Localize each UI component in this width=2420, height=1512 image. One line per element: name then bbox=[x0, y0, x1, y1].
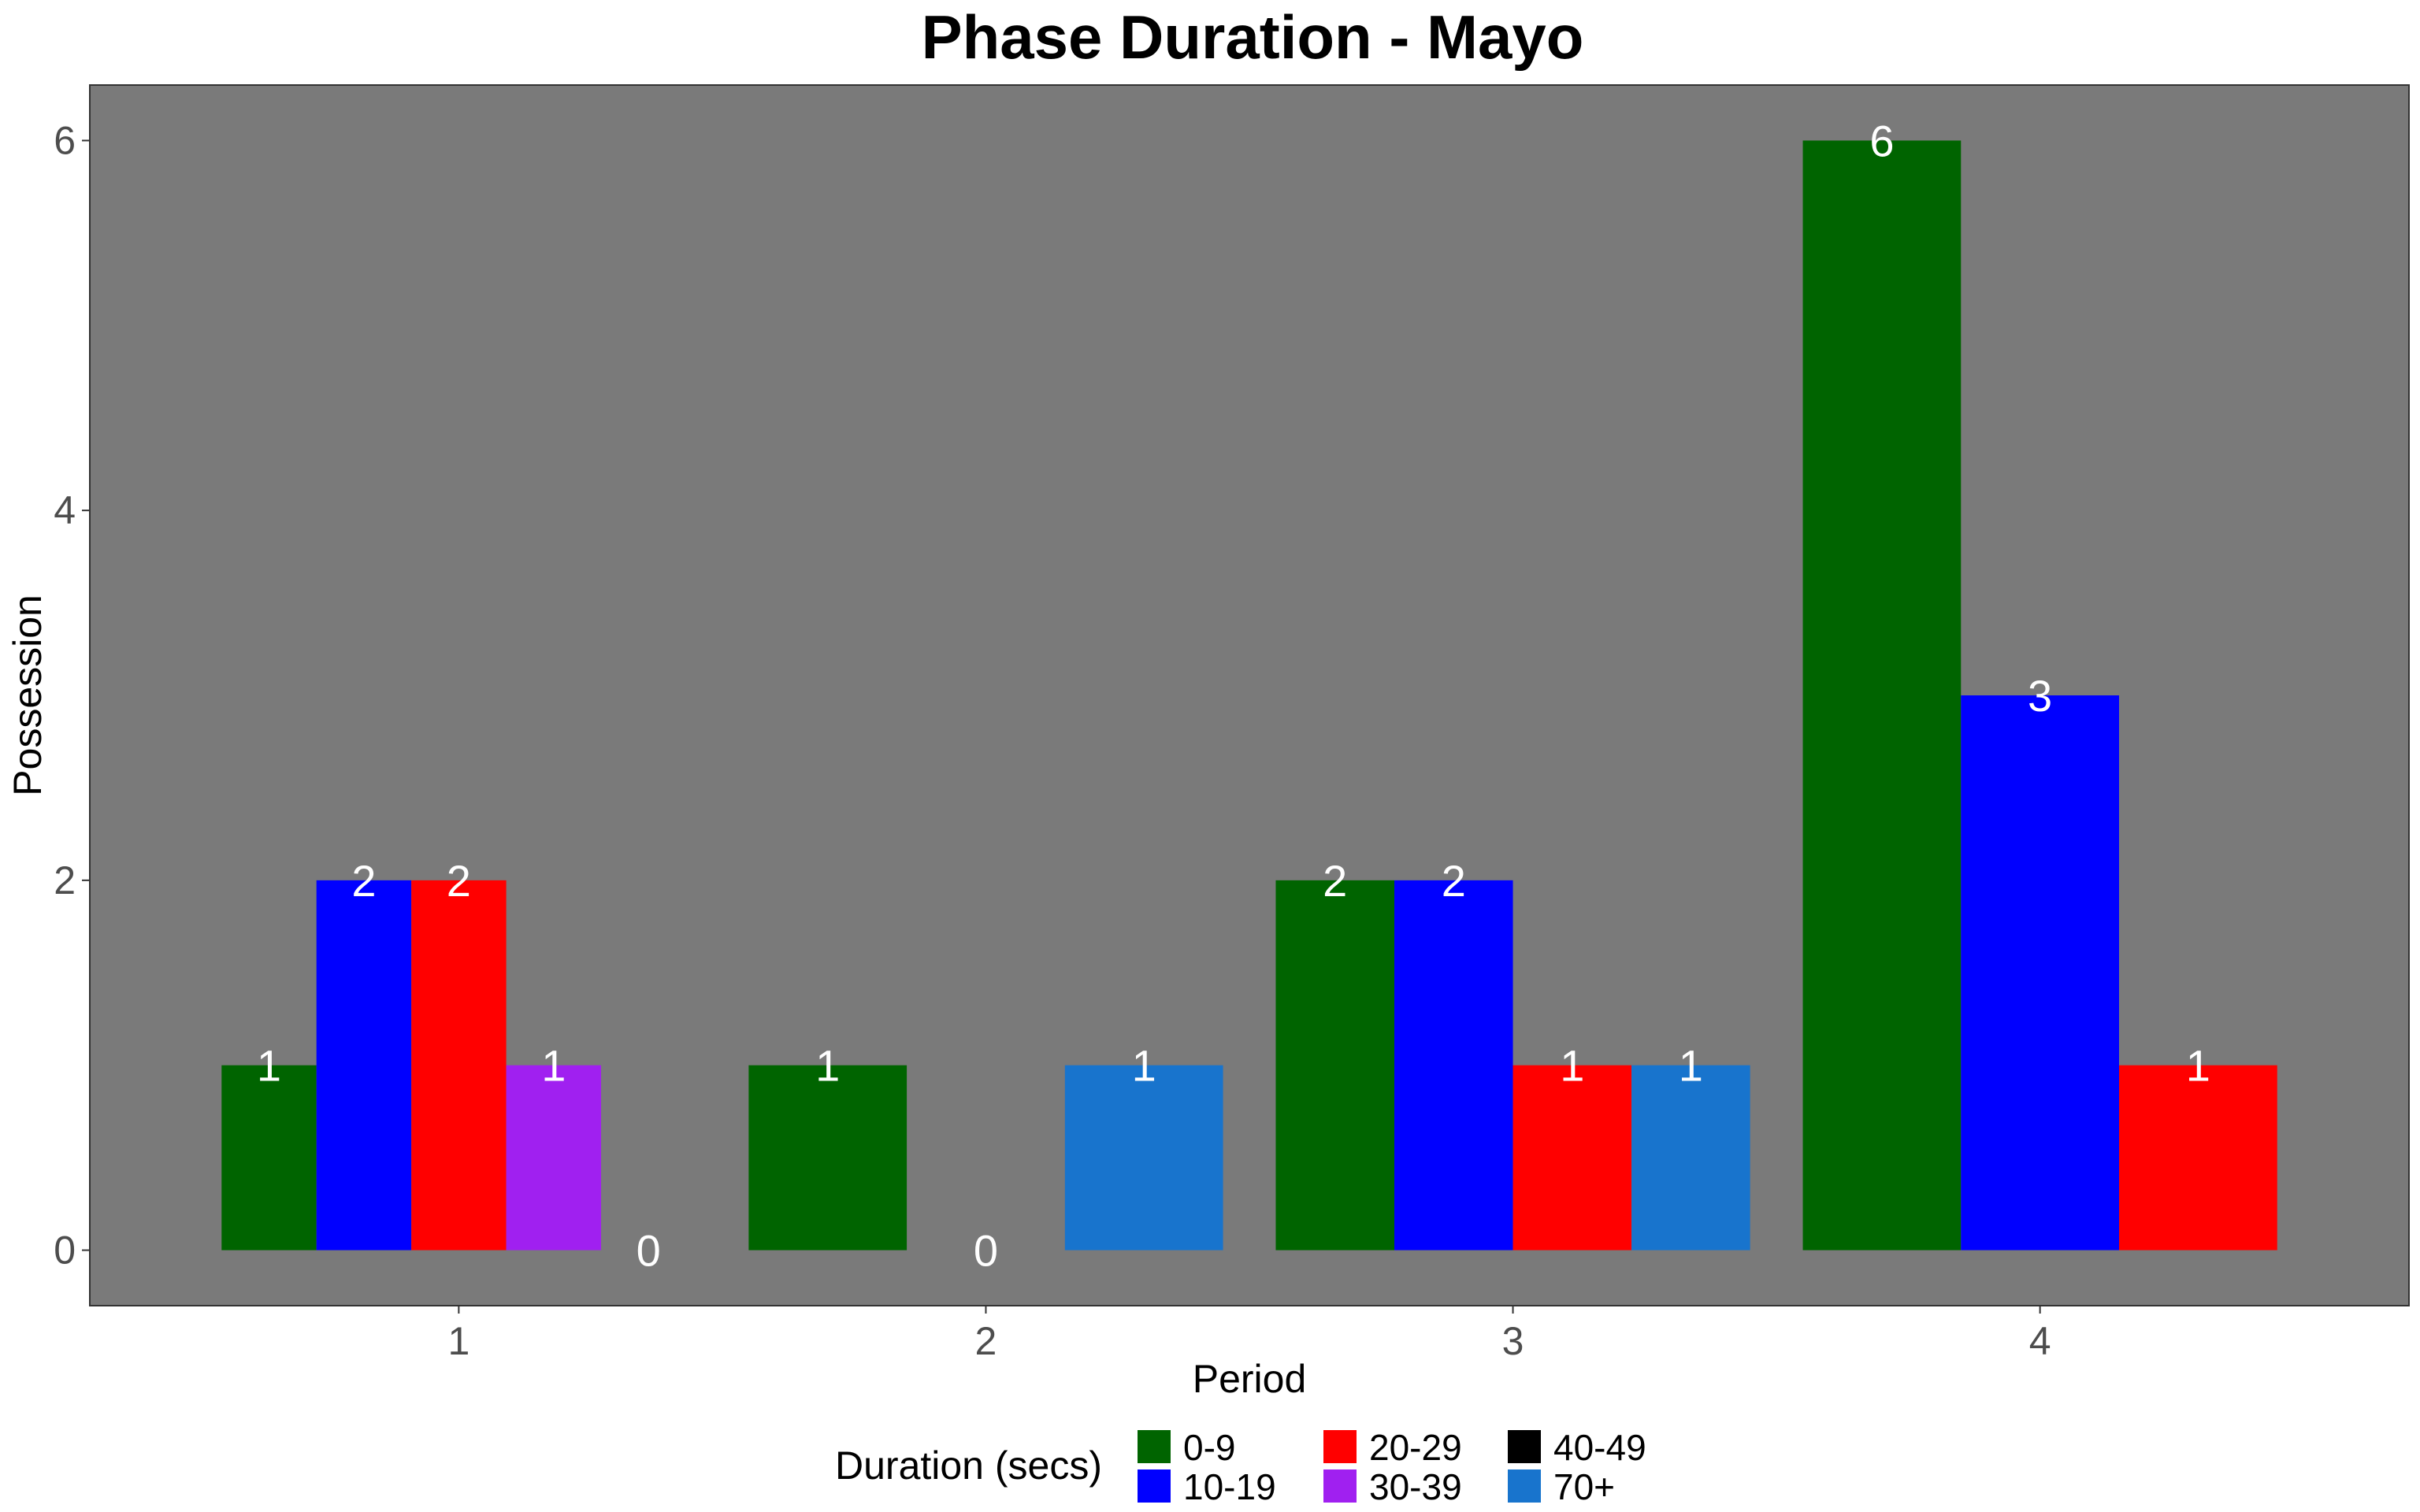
x-axis: 1 2 3 4 bbox=[447, 1306, 2051, 1363]
data-label-period-1-0-9: 1 bbox=[257, 1041, 281, 1091]
legend-label-30-39: 30-39 bbox=[1369, 1466, 1462, 1507]
bar-period-3-10-19 bbox=[1394, 880, 1513, 1251]
y-tick-label: 4 bbox=[54, 488, 76, 532]
bar-period-1-20-29 bbox=[411, 880, 507, 1251]
data-label-period-1-10-19: 2 bbox=[351, 856, 376, 906]
data-label-period-3-70: 1 bbox=[1679, 1041, 1703, 1091]
data-label-period-3-10-19: 2 bbox=[1442, 856, 1466, 906]
x-tick-label: 1 bbox=[447, 1319, 470, 1363]
legend-label-70: 70+ bbox=[1553, 1466, 1615, 1507]
bar-marks bbox=[221, 140, 2277, 1251]
legend-key-70 bbox=[1508, 1469, 1541, 1503]
bar-period-4-0-9 bbox=[1802, 140, 1962, 1251]
legend-key-30-39 bbox=[1323, 1469, 1357, 1503]
legend-label-20-29: 20-29 bbox=[1369, 1427, 1462, 1468]
x-tick-label: 3 bbox=[1502, 1319, 1524, 1363]
data-labels: 1 2 2 1 0 1 0 1 2 2 1 1 6 3 1 bbox=[257, 116, 2210, 1275]
legend-key-20-29 bbox=[1323, 1430, 1357, 1463]
data-label-period-1-20-29: 2 bbox=[447, 856, 471, 906]
legend-key-0-9 bbox=[1138, 1430, 1171, 1463]
legend-title: Duration (secs) bbox=[835, 1443, 1102, 1488]
data-label-period-2-40-49: 0 bbox=[974, 1226, 998, 1276]
data-label-period-3-20-29: 1 bbox=[1560, 1041, 1584, 1091]
bar-period-3-70 bbox=[1631, 1065, 1750, 1251]
data-label-period-1-30-39: 1 bbox=[541, 1041, 566, 1091]
data-label-period-2-70: 1 bbox=[1132, 1041, 1156, 1091]
bar-period-2-0-9 bbox=[748, 1065, 908, 1251]
legend-key-10-19 bbox=[1138, 1469, 1171, 1503]
bar-period-3-20-29 bbox=[1512, 1065, 1632, 1251]
y-tick-label: 2 bbox=[54, 858, 76, 902]
data-label-period-1-40-49: 0 bbox=[637, 1226, 661, 1276]
bar-period-4-20-29 bbox=[2119, 1065, 2277, 1251]
legend-label-10-19: 10-19 bbox=[1183, 1466, 1276, 1507]
chart-title: Phase Duration - Mayo bbox=[922, 2, 1584, 72]
bar-period-2-70 bbox=[1064, 1065, 1223, 1251]
bar-period-4-10-19 bbox=[1961, 695, 2119, 1251]
y-axis-title: Possession bbox=[6, 595, 50, 796]
bar-period-3-0-9 bbox=[1275, 880, 1394, 1251]
x-axis-title: Period bbox=[1193, 1357, 1307, 1401]
data-label-period-2-0-9: 1 bbox=[815, 1041, 840, 1091]
data-label-period-4-0-9: 6 bbox=[1869, 116, 1894, 165]
data-label-period-4-10-19: 3 bbox=[2028, 671, 2052, 721]
bar-period-1-30-39 bbox=[506, 1065, 602, 1251]
x-tick-label: 4 bbox=[2029, 1319, 2051, 1363]
y-tick-label: 6 bbox=[54, 118, 76, 162]
legend-label-40-49: 40-49 bbox=[1553, 1427, 1646, 1468]
data-label-period-3-0-9: 2 bbox=[1323, 856, 1347, 906]
bar-period-1-0-9 bbox=[221, 1065, 317, 1251]
y-tick-label: 0 bbox=[54, 1228, 76, 1273]
data-label-period-4-20-29: 1 bbox=[2186, 1041, 2210, 1091]
y-axis: 0 2 4 6 bbox=[54, 118, 90, 1273]
bar-period-1-10-19 bbox=[316, 880, 412, 1251]
legend-label-0-9: 0-9 bbox=[1183, 1427, 1235, 1468]
x-tick-label: 2 bbox=[975, 1319, 997, 1363]
legend-key-40-49 bbox=[1508, 1430, 1541, 1463]
